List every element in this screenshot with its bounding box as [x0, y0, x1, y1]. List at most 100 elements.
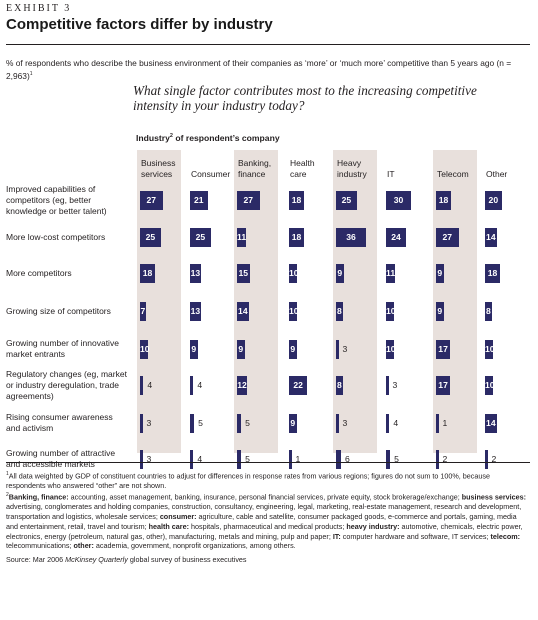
bar-heavy-industry-row-8 [336, 450, 341, 469]
row-label-line: and activism [6, 423, 54, 433]
footnote-2-number: 2 [6, 491, 9, 498]
data-label-health-care-row-2: 18 [291, 232, 302, 242]
bar-health-care-row-5 [289, 340, 297, 359]
data-label-health-care-row-8: 1 [295, 454, 301, 464]
footnote-2-definition: accounting, asset management, banking, i… [68, 492, 462, 502]
column-header-line: Telecom [437, 169, 469, 179]
bar-other-row-4 [485, 302, 492, 321]
data-label-it-row-4: 10 [386, 306, 396, 316]
data-label-banking-finance-row-4: 14 [238, 306, 248, 316]
chart-subtitle: % of respondents who describe the busine… [6, 58, 530, 82]
footnote-rule [6, 462, 530, 463]
data-label-other-row-1: 20 [488, 195, 499, 205]
subtitle-footnote-ref: 1 [29, 71, 33, 77]
data-label-consumer-row-2: 25 [195, 232, 206, 242]
row-label-line: Improved capabilities of [6, 183, 96, 194]
footnote-2-definition: automotive, chemicals, electric power, e… [6, 521, 523, 541]
bar-it-row-6 [386, 376, 389, 395]
footnote-2-definition: academia, government, nonprofit organiza… [93, 541, 296, 551]
data-label-it-row-2: 24 [391, 232, 401, 242]
source-publication: McKinsey Quarterly [65, 555, 128, 565]
data-label-business-services-row-1: 27 [146, 195, 157, 205]
data-label-other-row-2: 14 [486, 232, 496, 242]
bar-banking-finance-row-8 [237, 450, 242, 469]
source-suffix: global survey of business executives [127, 555, 247, 565]
bar-other-row-8 [485, 450, 488, 469]
row-label-improved-capabilities-of-competitors-eg-: Improved capabilities of competitors (eg,… [6, 184, 130, 217]
data-label-other-row-5: 10 [485, 344, 495, 354]
bar-consumer-row-4 [190, 302, 201, 321]
data-label-consumer-row-8: 4 [197, 454, 203, 464]
column-header-health-care: Health care [290, 158, 315, 180]
footnote-2: 2Banking, finance: accounting, asset man… [6, 491, 530, 551]
column-header-banking-finance: Banking, finance [238, 158, 271, 180]
footnote-2-definition: agriculture, cable and satellite, consum… [6, 511, 517, 531]
column-header-line: Business [141, 158, 176, 168]
data-label-health-care-row-7: 9 [290, 418, 296, 428]
data-label-heavy-industry-row-2: 36 [346, 232, 356, 242]
bar-health-care-row-1 [289, 191, 304, 210]
industry-heading-text: Industry [136, 133, 170, 143]
bar-business-services-row-8 [140, 450, 143, 469]
data-label-telecom-row-5: 17 [438, 344, 448, 354]
column-header-line: Consumer [191, 169, 231, 179]
row-label-line: More low-cost competitors [6, 231, 106, 242]
bar-consumer-row-2 [190, 228, 211, 247]
data-label-business-services-row-5: 10 [140, 344, 150, 354]
footnote-2-term: health care: [148, 521, 189, 531]
data-label-heavy-industry-row-8: 6 [345, 454, 350, 464]
footnote-2-term: heavy industry: [346, 521, 400, 531]
bar-business-services-row-1 [140, 191, 163, 210]
row-label-line: Growing size of competitors [6, 305, 111, 316]
data-label-business-services-row-6: 4 [147, 380, 153, 390]
industry-heading-tail: of respondent’s company [172, 133, 280, 143]
bar-health-care-row-4 [289, 302, 298, 321]
bar-health-care-row-8 [289, 450, 292, 469]
bar-telecom-row-6 [436, 376, 451, 395]
bar-telecom-row-1 [436, 191, 451, 210]
bar-banking-finance-row-6 [237, 376, 247, 395]
bar-heavy-industry-row-4 [336, 302, 343, 321]
bar-other-row-5 [485, 340, 494, 359]
bar-banking-finance-row-3 [237, 264, 250, 283]
bar-it-row-3 [386, 264, 396, 283]
bar-banking-finance-row-1 [237, 191, 260, 210]
data-label-banking-finance-row-3: 15 [238, 268, 249, 278]
bar-it-row-5 [386, 340, 395, 359]
bar-telecom-row-7 [436, 414, 439, 433]
data-label-consumer-row-1: 21 [193, 195, 204, 205]
footnote-1-number: 1 [6, 471, 9, 477]
bar-heavy-industry-row-5 [336, 340, 339, 359]
source-note: Source: Mar 2006 McKinsey Quarterly glob… [6, 555, 530, 565]
column-header-line: Heavy [337, 158, 362, 168]
row-label-regulatory-changes-eg-market-or-industry: Regulatory changes (eg, market or industr… [6, 369, 130, 402]
row-label-line: market entrants [6, 349, 66, 359]
bar-heavy-industry-row-6 [336, 376, 343, 395]
column-header-line: industry [337, 169, 367, 179]
data-label-other-row-6: 10 [485, 380, 495, 390]
bar-banking-finance-row-2 [237, 228, 247, 247]
data-label-it-row-5: 10 [386, 344, 396, 354]
bar-heavy-industry-row-2 [336, 228, 366, 247]
bar-telecom-row-2 [436, 228, 459, 247]
data-label-heavy-industry-row-5: 3 [342, 344, 348, 354]
row-label-line: Growing number of innovative [6, 338, 119, 348]
row-label-line: Growing number of attractive [6, 448, 116, 458]
bar-other-row-2 [485, 228, 497, 247]
data-label-business-services-row-4: 7 [140, 306, 146, 316]
bar-business-services-row-6 [140, 376, 144, 395]
row-label-rising-consumer-awareness-and-activism: Rising consumer awareness and activism [6, 412, 130, 434]
bar-banking-finance-row-4 [237, 302, 249, 321]
bar-it-row-1 [386, 191, 411, 210]
column-header-line: care [290, 169, 307, 179]
bar-banking-finance-row-5 [237, 340, 245, 359]
row-label-line: knowledge or better talent) [6, 205, 107, 216]
data-label-consumer-row-7: 5 [198, 418, 203, 428]
bar-health-care-row-3 [289, 264, 298, 283]
data-label-heavy-industry-row-3: 9 [337, 268, 343, 278]
industry-heading: Industry2 of respondent’s company [136, 133, 280, 143]
bar-other-row-3 [485, 264, 500, 283]
bar-health-care-row-7 [289, 414, 297, 433]
bar-telecom-row-5 [436, 340, 451, 359]
data-label-other-row-4: 8 [485, 306, 491, 316]
